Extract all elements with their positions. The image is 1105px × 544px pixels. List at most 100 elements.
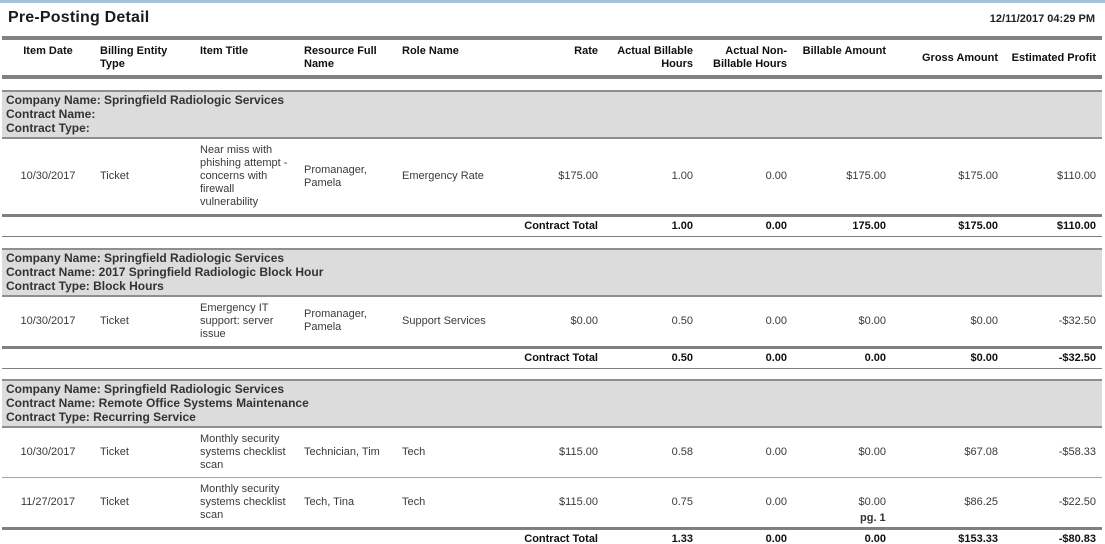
cell-gross-amount: $175.00 bbox=[958, 170, 998, 182]
cell-gross-amount: $86.25 bbox=[892, 477, 1004, 529]
col-header-rate: Rate bbox=[574, 45, 598, 57]
contract-total-actual-billable-hours: 1.33 bbox=[604, 527, 699, 544]
col-header-item-title: Item Title bbox=[200, 45, 249, 57]
contract-total-estimated-profit: -$32.50 bbox=[1004, 345, 1102, 369]
section-band: Company Name: Springfield Radiologic Ser… bbox=[2, 379, 1102, 428]
section-contract-name: Contract Name: Remote Office Systems Mai… bbox=[6, 396, 309, 410]
cell-item-title: Monthly security systems checklist scan bbox=[194, 477, 298, 529]
contract-total-actual-non-billable-hours: 0.00 bbox=[699, 214, 793, 237]
contract-total-row: Contract Total 1.00 0.00 175.00 $175.00 $110.… bbox=[2, 214, 1102, 237]
cell-role-name: Tech bbox=[396, 477, 518, 529]
contract-total-actual-non-billable-hours: 0.00 bbox=[699, 345, 793, 369]
cell-billing-entity-type: Ticket bbox=[100, 446, 129, 458]
cell-item-title: Near miss with phishing attempt - concer… bbox=[200, 144, 288, 208]
cell-actual-billable-hours: 1.00 bbox=[671, 170, 693, 182]
contract-total-label: Contract Total bbox=[2, 214, 604, 237]
cell-item-date: 10/30/2017 bbox=[20, 314, 76, 327]
spacer bbox=[2, 237, 1102, 249]
contract-total-billable-amount: 0.00 bbox=[793, 345, 892, 369]
contract-total-estimated-profit: $110.00 bbox=[1004, 214, 1102, 237]
cell-actual-billable-hours: 0.50 bbox=[671, 314, 693, 327]
contract-total-row: Contract Total 0.50 0.00 0.00 $0.00 -$32.50 bbox=[2, 345, 1102, 369]
cell-estimated-profit: -$58.33 bbox=[1058, 446, 1096, 458]
section-contract-type: Contract Type: Block Hours bbox=[6, 278, 164, 293]
contract-total-label: Contract Total bbox=[2, 527, 604, 544]
section-contract-name: Contract Name: bbox=[6, 107, 96, 121]
cell-estimated-profit: -$22.50 bbox=[1004, 477, 1102, 529]
column-header-row: Item Date Billing Entity Type Item Title Re… bbox=[2, 40, 1102, 75]
section-contract-name: Contract Name: 2017 Springfield Radiolog… bbox=[6, 264, 324, 279]
cell-estimated-profit: $110.00 bbox=[1057, 170, 1096, 182]
cell-resource-full-name: Promanager, Pamela bbox=[304, 163, 367, 189]
col-header-resource-full-name: Resource Full Name bbox=[304, 45, 377, 70]
cell-gross-amount: $0.00 bbox=[970, 314, 998, 327]
cell-item-title: Emergency IT support: server issue bbox=[200, 301, 274, 340]
cell-resource-full-name: Technician, Tim bbox=[304, 446, 380, 458]
cell-actual-non-billable-hours: 0.00 bbox=[765, 314, 787, 327]
cell-resource-full-name: Tech, Tina bbox=[298, 477, 396, 529]
col-header-actual-billable-hours: Actual Billable Hours bbox=[617, 45, 693, 70]
pre-posting-table: Item Date Billing Entity Type Item Title Re… bbox=[2, 36, 1102, 544]
cell-billing-entity-type: Ticket bbox=[100, 170, 129, 182]
cell-item-title: Monthly security systems checklist scan bbox=[200, 433, 286, 471]
table-body: Company Name: Springfield Radiologic Ser… bbox=[2, 79, 1102, 544]
contract-total-row: Contract Total 1.33 0.00 0.00 $153.33 -$80.83 bbox=[2, 527, 1102, 544]
cell-actual-billable-hours: 0.58 bbox=[671, 446, 693, 458]
contract-total-label: Contract Total bbox=[2, 345, 604, 369]
col-header-actual-non-billable-hours: Actual Non-Billable Hours bbox=[713, 45, 787, 70]
cell-role-name: Tech bbox=[402, 446, 426, 458]
cell-rate: $0.00 bbox=[570, 314, 598, 327]
cell-role-name: Support Services bbox=[402, 314, 486, 327]
table-row: 10/30/2017 Ticket Monthly security systems… bbox=[2, 427, 1102, 478]
col-header-role-name: Role Name bbox=[402, 45, 459, 57]
spacer bbox=[2, 368, 1102, 380]
contract-total-estimated-profit: -$80.83 bbox=[1004, 527, 1102, 544]
cell-gross-amount: $67.08 bbox=[964, 446, 998, 458]
contract-total-gross-amount: $153.33 bbox=[892, 527, 1004, 544]
header-rule-top bbox=[2, 36, 1102, 40]
cell-rate: $175.00 bbox=[558, 170, 598, 182]
contract-total-gross-amount: $175.00 bbox=[892, 214, 1004, 237]
cell-item-date: 10/30/2017 bbox=[20, 170, 76, 182]
cell-estimated-profit: -$32.50 bbox=[1058, 314, 1096, 327]
table-row: 11/27/2017 Ticket Monthly security systems… bbox=[2, 477, 1102, 529]
spacer bbox=[2, 79, 1102, 91]
contract-total-actual-non-billable-hours: 0.00 bbox=[699, 527, 793, 544]
cell-resource-full-name: Promanager, Pamela bbox=[304, 308, 367, 333]
table-header: Item Date Billing Entity Type Item Title Re… bbox=[2, 36, 1102, 79]
contract-total-actual-billable-hours: 0.50 bbox=[604, 345, 699, 369]
cell-role-name: Emergency Rate bbox=[402, 170, 484, 182]
cell-billing-entity-type: Ticket bbox=[100, 314, 129, 327]
col-header-billing-entity-type: Billing Entity Type bbox=[100, 45, 168, 70]
col-header-billable-amount: Billable Amount bbox=[802, 45, 886, 57]
cell-billable-amount: $0.00 bbox=[858, 314, 886, 327]
section-band: Company Name: Springfield Radiologic Ser… bbox=[2, 90, 1102, 139]
col-header-item-date: Item Date bbox=[23, 45, 73, 57]
cell-actual-billable-hours: 0.75 bbox=[604, 477, 699, 529]
contract-total-gross-amount: $0.00 bbox=[892, 345, 1004, 369]
col-header-gross-amount: Gross Amount bbox=[922, 51, 998, 64]
page-accent-bar bbox=[0, 0, 1105, 3]
cell-rate: $115.00 bbox=[518, 477, 604, 529]
table-row: 10/30/2017 Ticket Near miss with phishing … bbox=[2, 138, 1102, 216]
table-row: 10/30/2017 Ticket Emergency IT support: se… bbox=[2, 296, 1102, 348]
section-contract-type: Contract Type: Recurring Service bbox=[6, 410, 196, 424]
section-company-name: Company Name: Springfield Radiologic Ser… bbox=[6, 250, 285, 265]
cell-item-date: 11/27/2017 bbox=[2, 477, 94, 529]
page-number: pg. 1 bbox=[860, 512, 886, 524]
section-company-name: Company Name: Springfield Radiologic Ser… bbox=[6, 382, 285, 396]
col-header-estimated-profit: Estimated Profit bbox=[1011, 51, 1096, 64]
cell-actual-non-billable-hours: 0.00 bbox=[765, 446, 787, 458]
contract-total-actual-billable-hours: 1.00 bbox=[604, 214, 699, 237]
cell-billable-amount: $0.00 bbox=[793, 477, 892, 529]
page-title: Pre-Posting Detail bbox=[8, 9, 150, 26]
contract-total-billable-amount: 175.00 bbox=[793, 214, 892, 237]
cell-actual-non-billable-hours: 0.00 bbox=[765, 170, 787, 182]
section-band: Company Name: Springfield Radiologic Ser… bbox=[2, 247, 1102, 297]
header-rule-bottom bbox=[2, 75, 1102, 79]
contract-total-billable-amount: 0.00 bbox=[793, 527, 892, 544]
cell-billable-amount: $175.00 bbox=[846, 170, 886, 182]
cell-actual-non-billable-hours: 0.00 bbox=[699, 477, 793, 529]
cell-item-date: 10/30/2017 bbox=[20, 446, 76, 458]
